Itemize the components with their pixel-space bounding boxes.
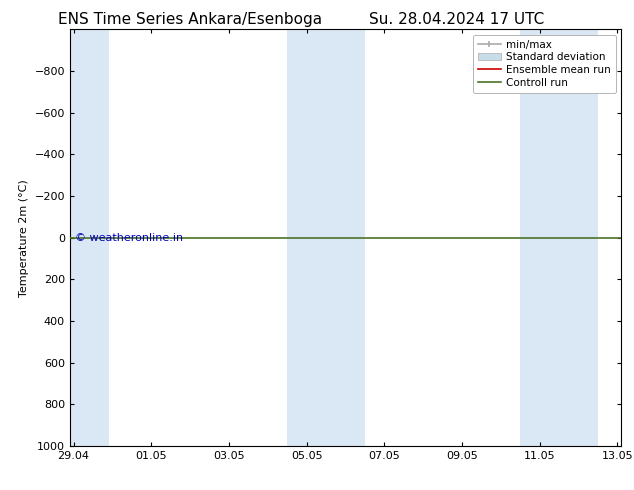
Text: ENS Time Series Ankara/Esenboga: ENS Time Series Ankara/Esenboga [58,12,322,27]
Bar [521,29,598,446]
Bar [287,29,365,446]
Bar [70,29,108,446]
Text: © weatheronline.in: © weatheronline.in [75,233,183,243]
Y-axis label: Temperature 2m (°C): Temperature 2m (°C) [19,179,29,296]
Legend: min/max, Standard deviation, Ensemble mean run, Controll run: min/max, Standard deviation, Ensemble me… [473,35,616,93]
Text: Su. 28.04.2024 17 UTC: Su. 28.04.2024 17 UTC [369,12,544,27]
